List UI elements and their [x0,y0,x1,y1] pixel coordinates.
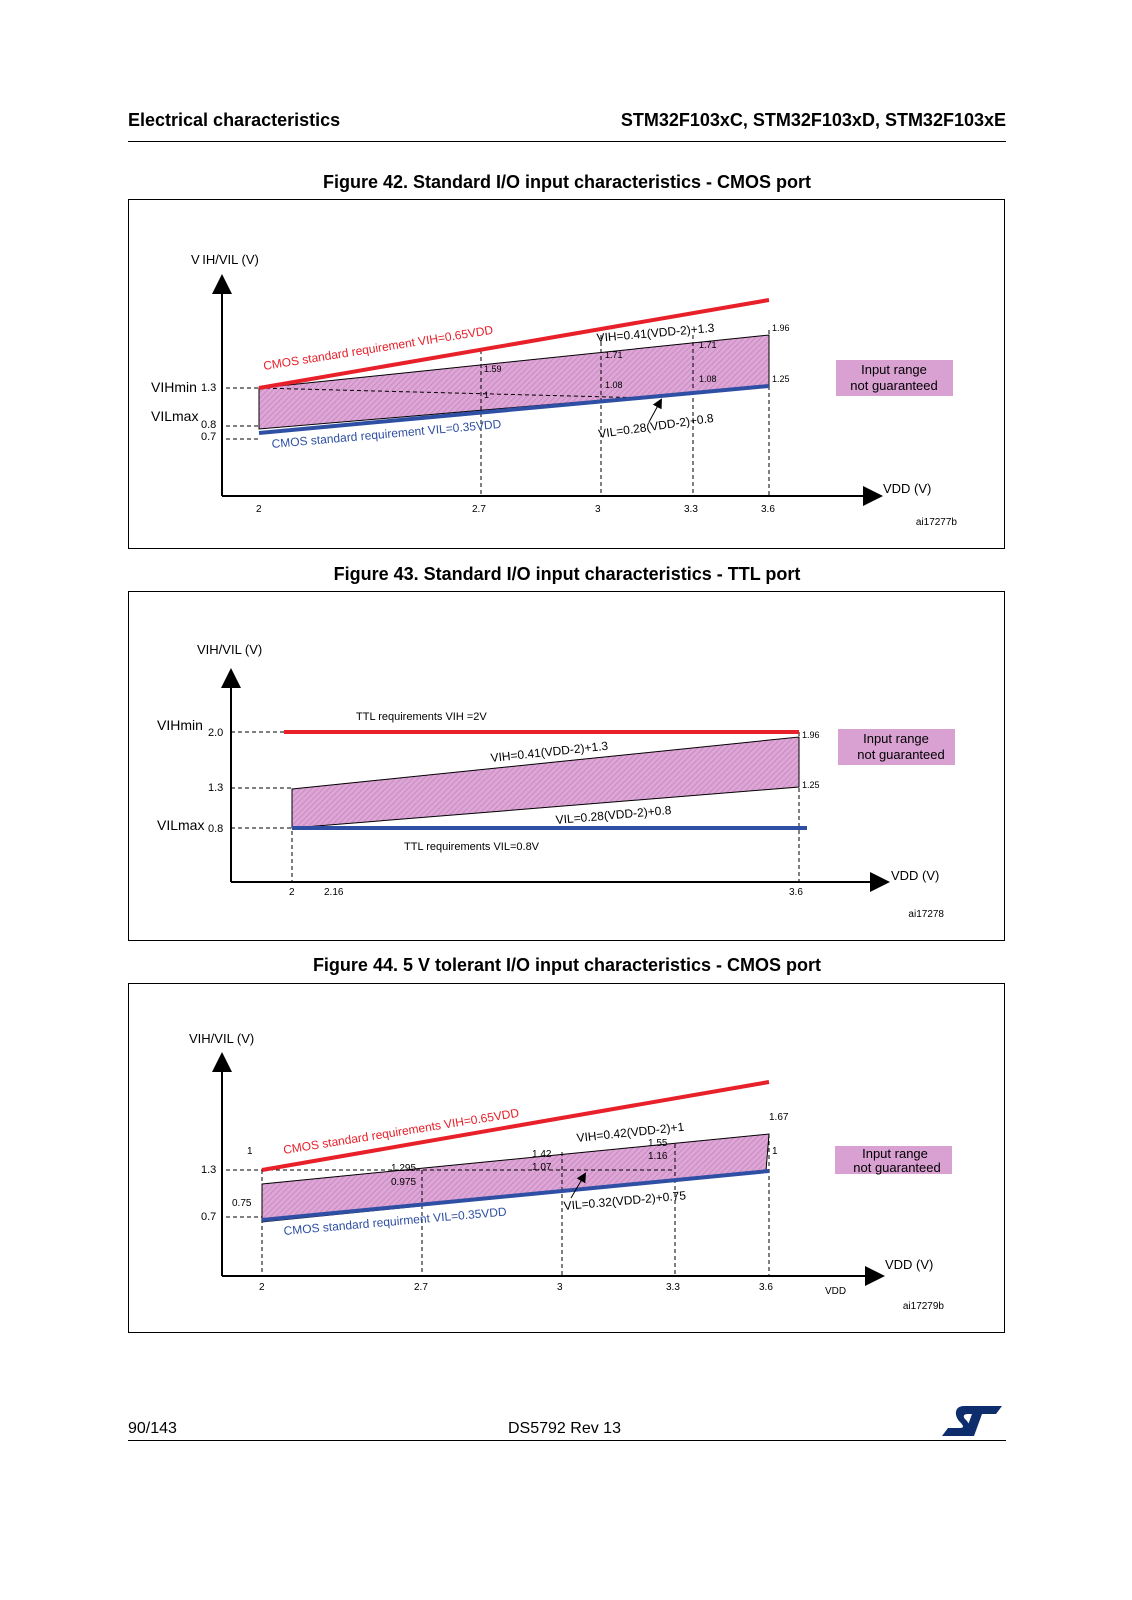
vih-vil-band [291,736,800,829]
legend-line-1: Input range [863,731,929,746]
cmos-vih-line [261,1080,770,1172]
y-axis-label: VIH/VIL (V) [189,1031,254,1046]
value-label: 0.75 [232,1198,252,1209]
value-label: 1.96 [772,323,790,333]
figure-code: ai17278 [908,909,944,920]
vil-formula: VIL=0.28(VDD-2)+0.8 [555,803,672,827]
figure-44-chart: VIH/VIL (V) VDD (V) VDD 1.3 0.7 2 2.7 3 … [189,1031,952,1312]
figure-44-box: VIH/VIL (V) VDD (V) VDD 1.3 0.7 2 2.7 3 … [128,983,1005,1333]
value-label: 1.67 [769,1112,789,1123]
value-label: 1.07 [532,1162,552,1173]
legend-line-1: Input range [861,362,927,377]
x-tick: 2 [259,1282,265,1293]
x-extra-label: VDD [825,1286,846,1297]
value-label: 1.295 [391,1163,416,1174]
x-tick: 3.3 [666,1282,680,1293]
x-tick: 3.6 [789,887,803,898]
legend-line-2: not guaranteed [853,1160,940,1175]
vil-formula: VIL=0.32(VDD-2)+0.75 [563,1188,687,1213]
y-axis-label: VIH/VIL (V) [197,642,262,657]
page-number: 90/143 [128,1420,177,1437]
st-logo [942,1406,1002,1436]
y-tick: 1.3 [201,382,216,394]
legend-swatch [836,360,953,396]
x-tick: 3.6 [759,1282,773,1293]
x-tick: 2.16 [324,887,344,898]
x-tick: 3 [595,504,601,515]
header-section-title: Electrical characteristics [128,110,341,130]
y-tick: 1.3 [208,782,223,794]
value-label: 1.71 [605,350,623,360]
x-tick: 2 [289,887,295,898]
cmos-vil-line [258,384,770,435]
ttl-vih-label: TTL requirements VIH =2V [356,711,487,723]
value-label: 1.71 [699,340,717,350]
legend-swatch [838,729,955,765]
vih-formula: VIH=0.41(VDD-2)+1.3 [596,321,715,345]
figure-43-box: VIH/VIL (V) VDD (V) VIHmin VILmax 2.0 1.… [128,591,1005,941]
legend-line-2: not guaranteed [857,747,944,762]
x-tick: 2 [256,504,262,515]
value-label: 1.08 [699,374,717,384]
value-label: 1.25 [772,374,790,384]
x-tick: 3.3 [684,504,698,515]
legend-swatch [835,1146,952,1174]
y-axis-label: V IH/VIL (V) [191,252,259,267]
figure-43-title: Figure 43. Standard I/O input characteri… [333,564,801,584]
vih-formula: VIH=0.42(VDD-2)+1 [576,1120,685,1145]
value-label: 1 [484,390,489,400]
x-tick: 3.6 [761,504,775,515]
legend-line-2: not guaranteed [850,378,937,393]
figure-44-title: Figure 44. 5 V tolerant I/O input charac… [312,955,822,975]
vil-formula: VIL=0.28(VDD-2)+0.8 [597,411,714,441]
y-tick: 0.7 [201,1211,216,1223]
figure-42-box: V IH/VIL (V) VDD (V) VIHmin VILmax 1.3 0… [128,199,1005,549]
y-tick: 1.3 [201,1164,216,1176]
figure-42-title: Figure 42. Standard I/O input characteri… [322,172,812,192]
cmos-vil-line [261,1169,770,1222]
value-label: 1.42 [532,1149,552,1160]
value-label: 1.59 [484,364,502,374]
vilmax-label: VILmax [157,817,204,833]
x-axis-label: VDD (V) [885,1257,933,1272]
vilmax-label: VILmax [151,408,198,424]
header-rule [128,141,1006,142]
value-label: 1.96 [802,730,820,740]
figure-43-chart: VIH/VIL (V) VDD (V) VIHmin VILmax 2.0 1.… [157,642,955,920]
value-label: 0.975 [391,1177,416,1188]
value-label: 1.25 [802,780,820,790]
x-tick: 2.7 [472,504,486,515]
value-label: 1 [247,1146,253,1157]
value-label: 1.16 [648,1151,668,1162]
legend-line-1: Input range [862,1146,928,1161]
ttl-vil-label: TTL requirements VIL=0.8V [404,841,540,853]
x-tick: 3 [557,1282,563,1293]
value-label: 1.55 [648,1138,668,1149]
footer-rule [128,1440,1006,1441]
y-tick: 2.0 [208,727,223,739]
vihmin-label: VIHmin [157,717,203,733]
x-axis-label: VDD (V) [883,481,931,496]
y-tick: 0.7 [201,431,216,443]
x-axis-label: VDD (V) [891,868,939,883]
header-device-list: STM32F103xC, STM32F103xD, STM32F103xE [620,110,1006,130]
y-tick: 0.8 [201,419,216,431]
figure-code: ai17277b [916,517,958,528]
figure-code: ai17279b [903,1301,945,1312]
value-label: 1 [772,1146,778,1157]
document-revision: DS5792 Rev 13 [508,1420,621,1437]
x-tick: 2.7 [414,1282,428,1293]
figure-42-chart: V IH/VIL (V) VDD (V) VIHmin VILmax 1.3 0… [151,252,958,528]
y-tick: 0.8 [208,823,223,835]
cmos-vih-line [258,298,770,390]
vihmin-label: VIHmin [151,379,197,395]
value-label: 1.08 [605,380,623,390]
